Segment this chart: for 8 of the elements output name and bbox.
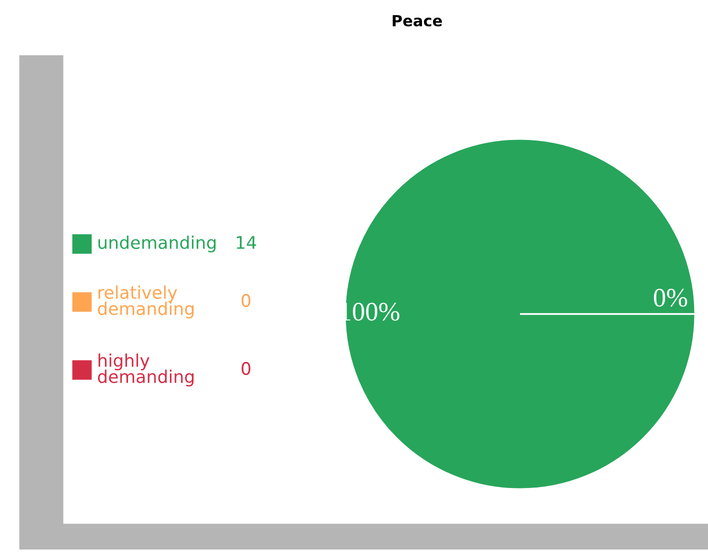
text: 0 [242, 362, 250, 376]
legend-label: relatively demanding [98, 286, 194, 318]
text: 0 [242, 294, 250, 308]
legend-label: highly demanding [98, 354, 194, 386]
legend-label: undemanding [98, 236, 216, 252]
data-label: 14 [236, 236, 256, 249]
text: 0% [654, 288, 688, 307]
chart-title: Peace [392, 15, 442, 26]
